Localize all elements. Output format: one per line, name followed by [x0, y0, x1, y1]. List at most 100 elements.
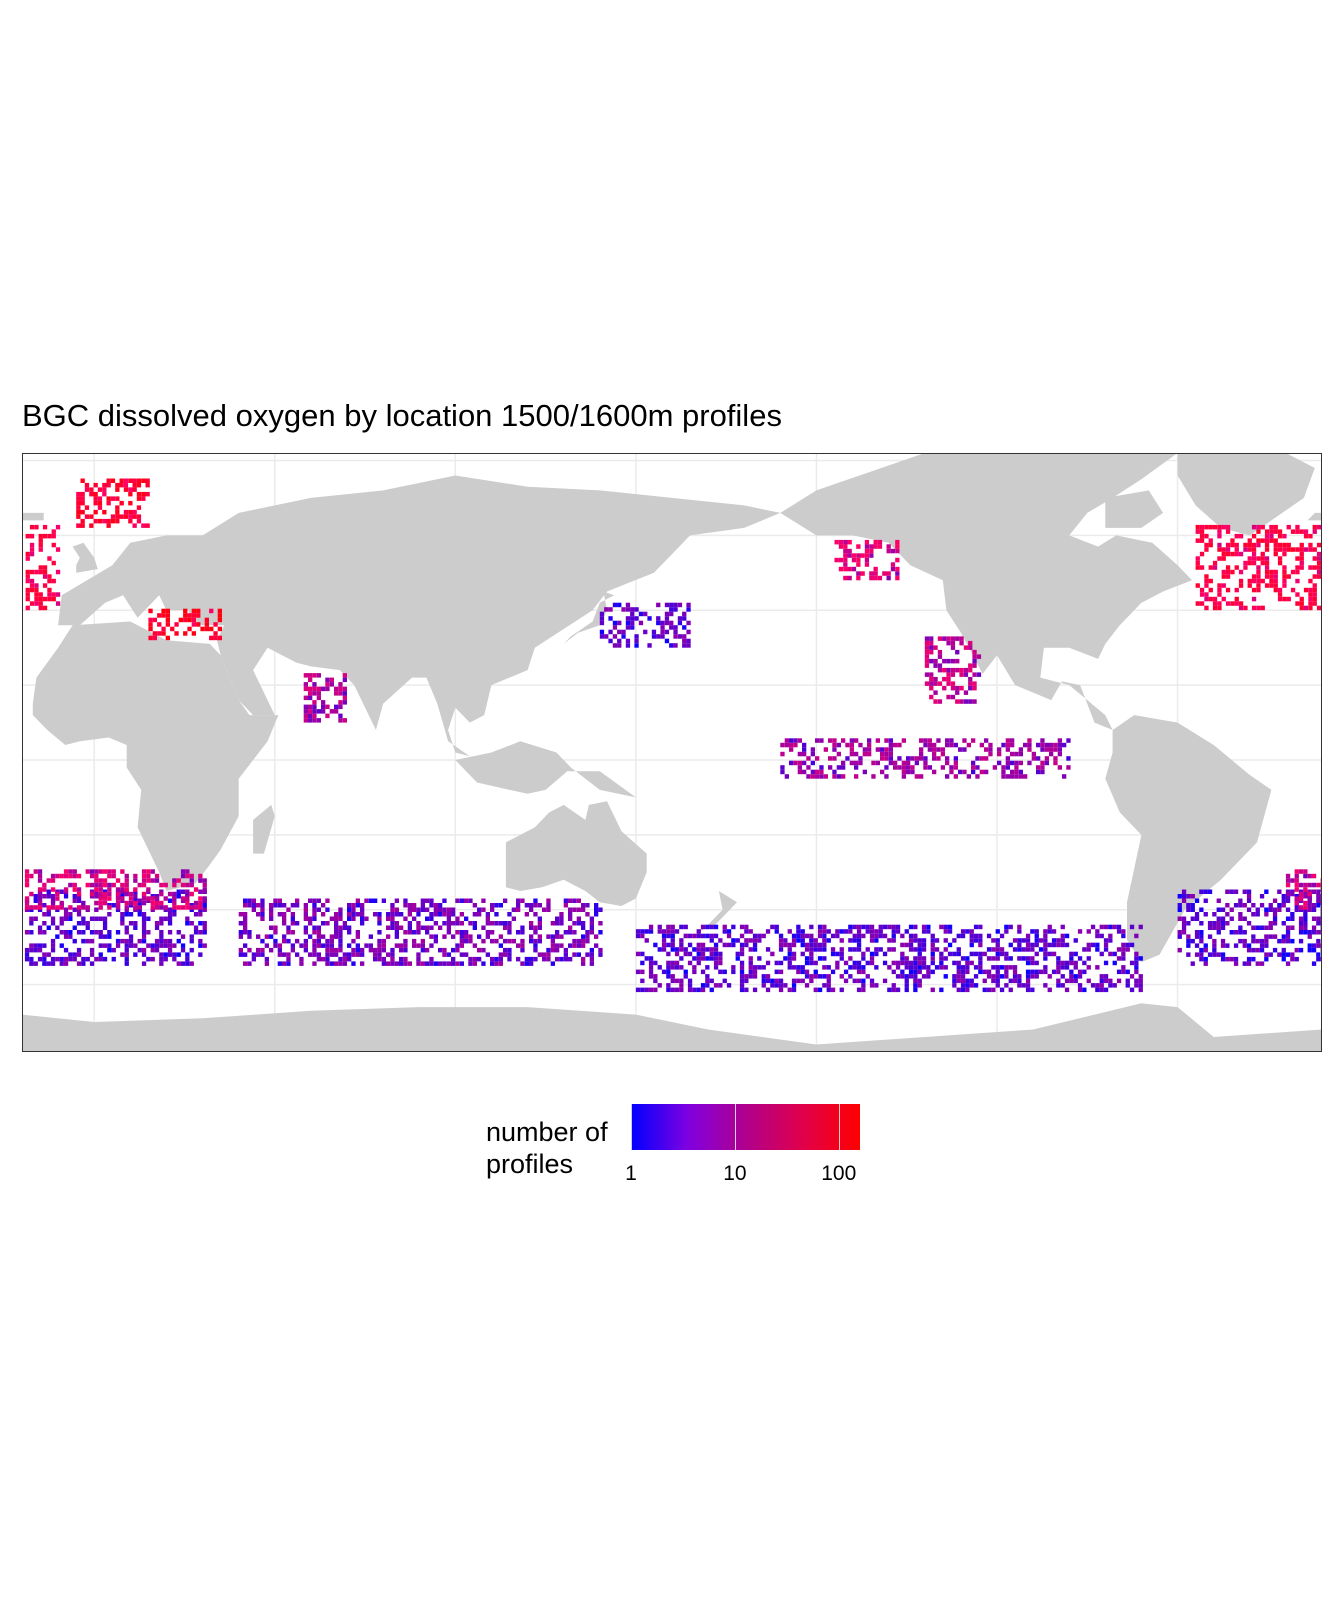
profile-cell [669, 625, 674, 630]
profile-cell [141, 952, 147, 957]
profile-cell [159, 943, 164, 948]
profile-cell [338, 947, 343, 953]
profile-cell [503, 898, 508, 903]
profile-cell [765, 947, 771, 952]
profile-cell [930, 951, 935, 957]
profile-cell [89, 947, 95, 953]
profile-cell [991, 978, 996, 984]
profile-cell [316, 691, 321, 696]
profile-cell [933, 676, 938, 682]
profile-cell [416, 956, 421, 962]
profile-cell [856, 924, 862, 930]
profile-cell [674, 960, 680, 966]
profile-cell [76, 921, 82, 926]
profile-cell [1298, 907, 1304, 912]
profile-cell [848, 956, 853, 961]
profile-cell [937, 667, 943, 673]
profile-cell [1311, 903, 1317, 908]
profile-cell [98, 878, 103, 883]
profile-cell [1221, 596, 1226, 602]
profile-cell [34, 583, 39, 588]
profile-cell [537, 921, 542, 926]
profile-cell [63, 916, 69, 921]
profile-cell [1181, 916, 1187, 921]
profile-cell [133, 907, 138, 912]
profile-cell [1204, 533, 1209, 539]
profile-cell [51, 533, 56, 539]
profile-cell [1246, 943, 1252, 948]
profile-cell [124, 925, 129, 930]
profile-cell [477, 907, 482, 912]
profile-cell [585, 930, 590, 935]
profile-cell [394, 934, 399, 939]
profile-cell [185, 952, 190, 957]
profile-cell [198, 873, 203, 879]
profile-cell [1268, 921, 1273, 926]
legend-tick-label: 10 [723, 1162, 747, 1185]
profile-cell [946, 681, 951, 686]
profile-cell [778, 987, 784, 993]
profile-cell [913, 965, 918, 970]
profile-cell [312, 718, 317, 723]
profile-cell [921, 942, 927, 948]
profile-cell [386, 912, 391, 917]
profile-cell [1246, 898, 1252, 903]
profile-cell [848, 974, 853, 979]
profile-cell [1082, 987, 1087, 993]
profile-cell [204, 617, 209, 623]
profile-cell [884, 747, 889, 752]
profile-cell [995, 956, 1000, 961]
profile-cell [882, 924, 888, 930]
profile-cell [661, 938, 667, 943]
profile-cell [796, 978, 801, 984]
profile-cell [132, 482, 137, 488]
profile-cell [106, 523, 111, 528]
profile-cell [1134, 965, 1139, 970]
profile-cell [718, 969, 723, 975]
profile-cell [1103, 960, 1109, 966]
profile-cell [503, 952, 508, 957]
profile-cell [800, 978, 805, 984]
profile-cell [124, 907, 129, 912]
profile-cell [971, 738, 976, 743]
profile-cell [886, 571, 891, 576]
profile-cell [136, 505, 142, 510]
profile-cell [1264, 533, 1270, 539]
profile-cell [107, 869, 112, 874]
profile-cell [644, 929, 649, 934]
profile-cell [329, 943, 334, 948]
profile-cell [581, 921, 586, 926]
profile-cell [1243, 560, 1248, 566]
profile-cell [1034, 969, 1039, 975]
profile-cell [111, 956, 116, 962]
profile-cell [124, 887, 129, 892]
profile-cell [1260, 578, 1265, 584]
profile-cell [1017, 974, 1022, 979]
profile-cell [904, 929, 909, 934]
profile-cell [797, 760, 802, 766]
profile-cell [180, 882, 186, 888]
profile-cell [838, 566, 844, 572]
profile-cell [1043, 938, 1048, 943]
profile-cell [416, 912, 421, 917]
profile-cell [930, 956, 935, 961]
profile-cell [1021, 956, 1026, 961]
profile-cell [1082, 960, 1087, 966]
profile-cell [625, 638, 631, 644]
profile-cell [1246, 907, 1252, 912]
profile-cell [774, 960, 779, 966]
profile-cell [299, 961, 304, 966]
profile-cell [189, 907, 194, 912]
profile-cell [955, 649, 960, 655]
profile-cell [50, 947, 56, 953]
profile-cell [1001, 774, 1006, 779]
profile-cell [942, 658, 947, 664]
profile-cell [1251, 934, 1256, 939]
profile-cell [1225, 889, 1230, 894]
profile-cell [817, 974, 823, 979]
profile-cell [89, 523, 94, 528]
profile-cell [1277, 592, 1283, 597]
profile-cell [789, 747, 794, 752]
profile-cell [85, 921, 90, 926]
profile-cell [796, 924, 801, 930]
